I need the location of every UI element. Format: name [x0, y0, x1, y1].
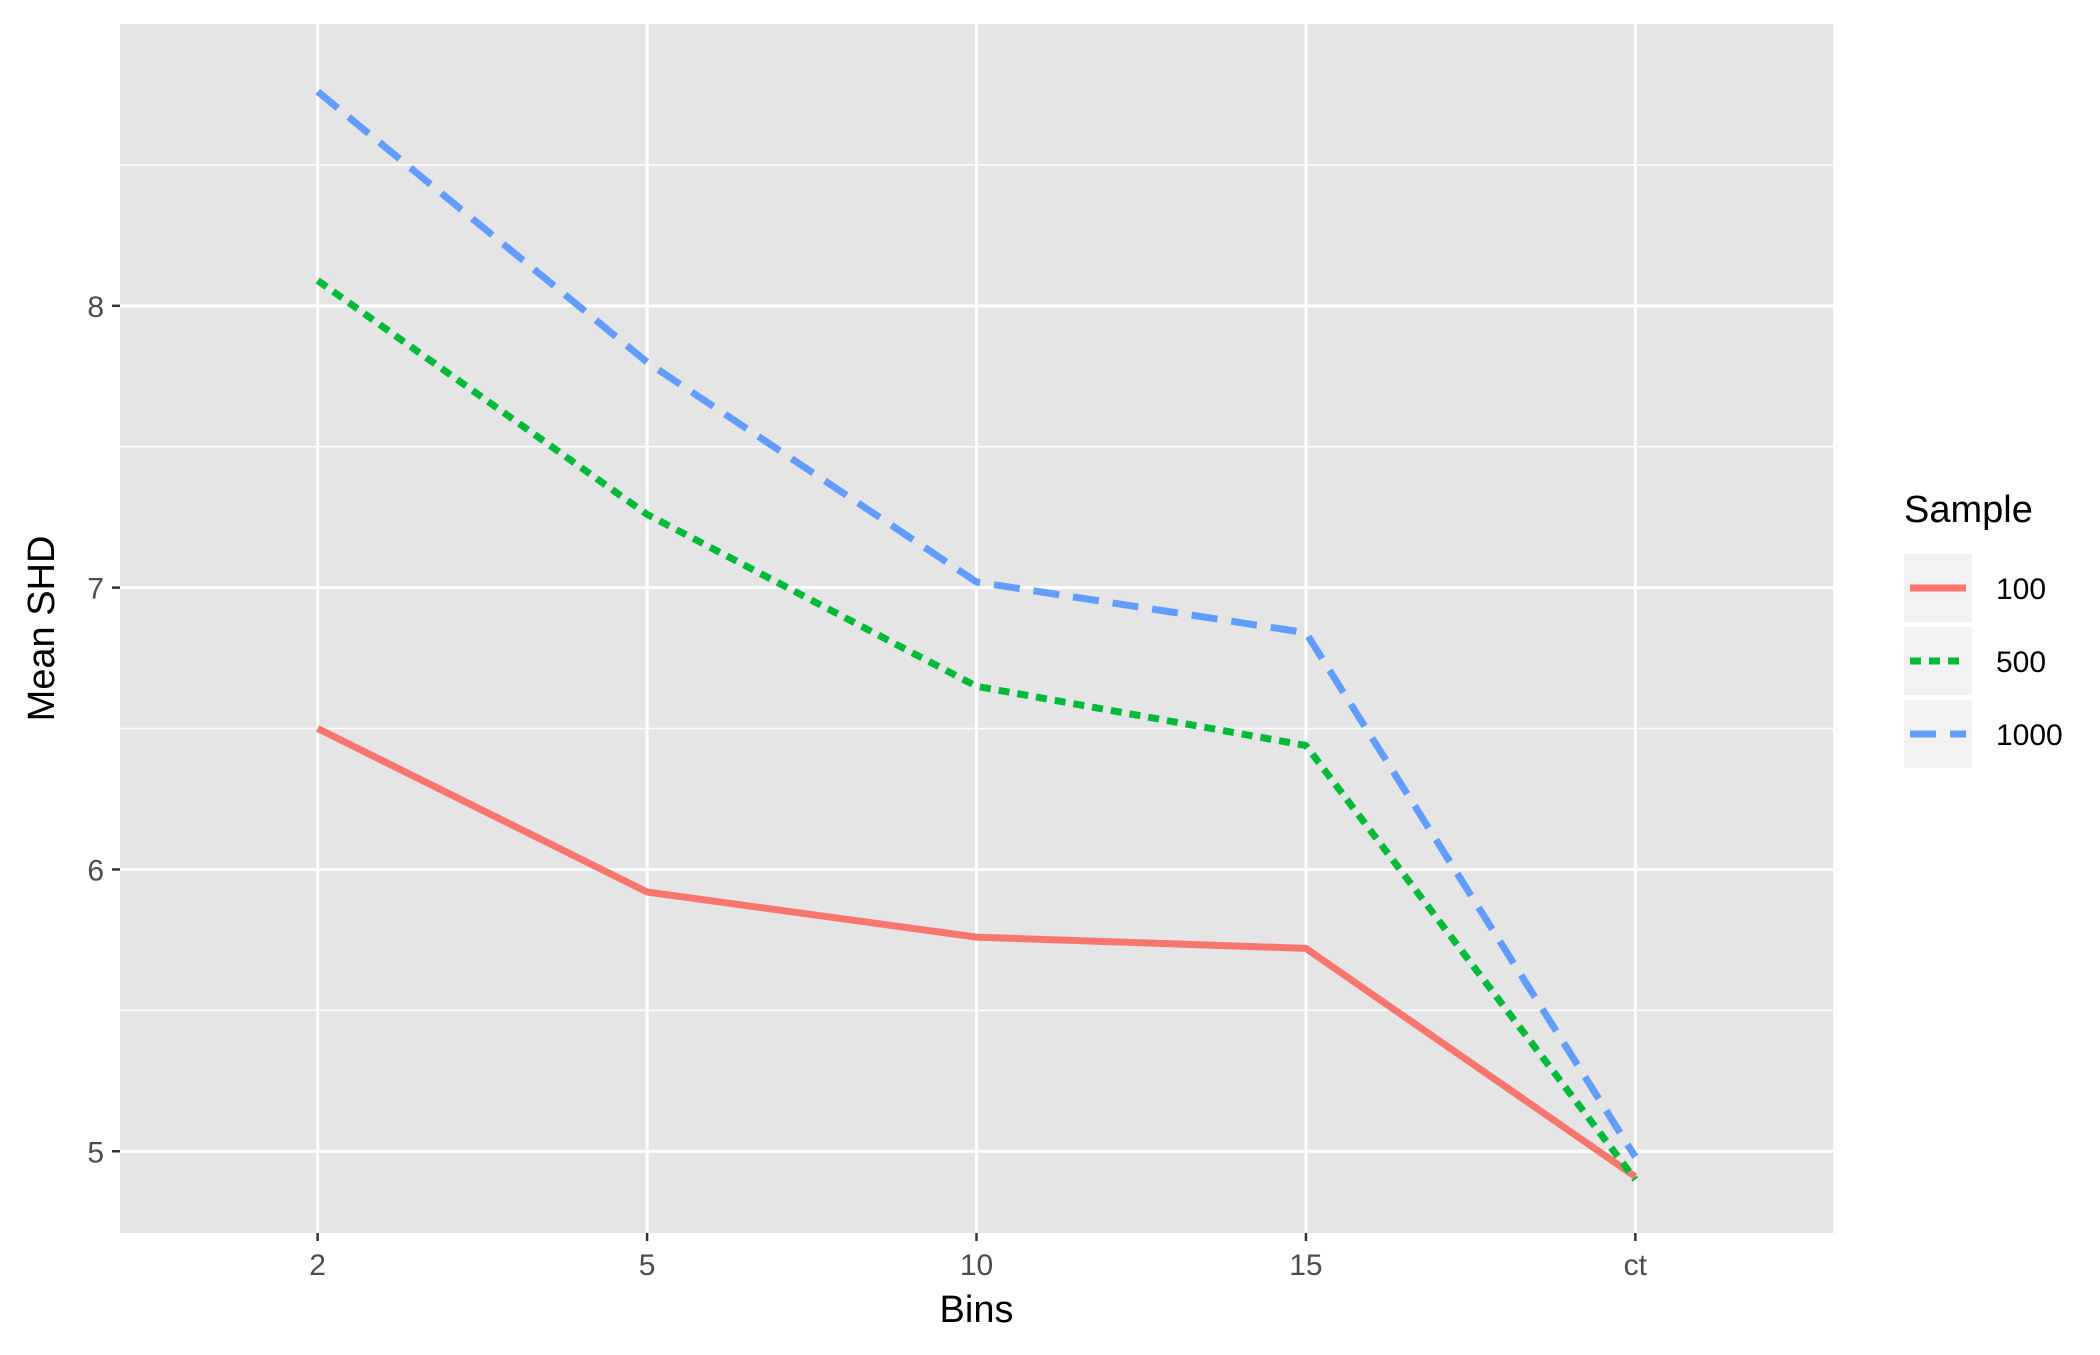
legend-item-500: 500	[1904, 627, 2046, 695]
series-line-1000	[315, 88, 1639, 1159]
x-tick-label: 15	[1289, 1249, 1322, 1282]
x-tick-label: 5	[639, 1249, 656, 1282]
x-tick-label: 2	[309, 1249, 326, 1282]
x-tick-label: ct	[1624, 1249, 1648, 1282]
legend-label: 500	[1996, 646, 2046, 679]
series-line-100	[316, 725, 1638, 1180]
x-tick-label: 10	[960, 1249, 993, 1282]
legend-item-100: 100	[1904, 554, 2046, 622]
series-line-500	[315, 277, 1639, 1182]
series-lines	[315, 88, 1639, 1182]
x-axis-title: Bins	[940, 1289, 1014, 1331]
legend-title: Sample	[1904, 489, 2033, 531]
legend-label: 100	[1996, 573, 2046, 606]
legend-item-1000: 1000	[1904, 700, 2063, 768]
y-axis: 5 6 7 8	[87, 291, 120, 1169]
major-gridlines	[120, 24, 1833, 1233]
y-tick-label: 6	[87, 854, 104, 887]
y-tick-label: 7	[87, 573, 104, 606]
legend-label: 1000	[1996, 719, 2063, 752]
y-axis-title: Mean SHD	[21, 536, 63, 722]
x-axis: 2 5 10 15 ct	[309, 1233, 1648, 1282]
y-tick-label: 8	[87, 291, 104, 324]
legend-keys: 100 500 1000	[1904, 554, 2063, 768]
legend: Sample 100 500 1000	[1904, 489, 2063, 768]
y-tick-label: 5	[87, 1136, 104, 1169]
